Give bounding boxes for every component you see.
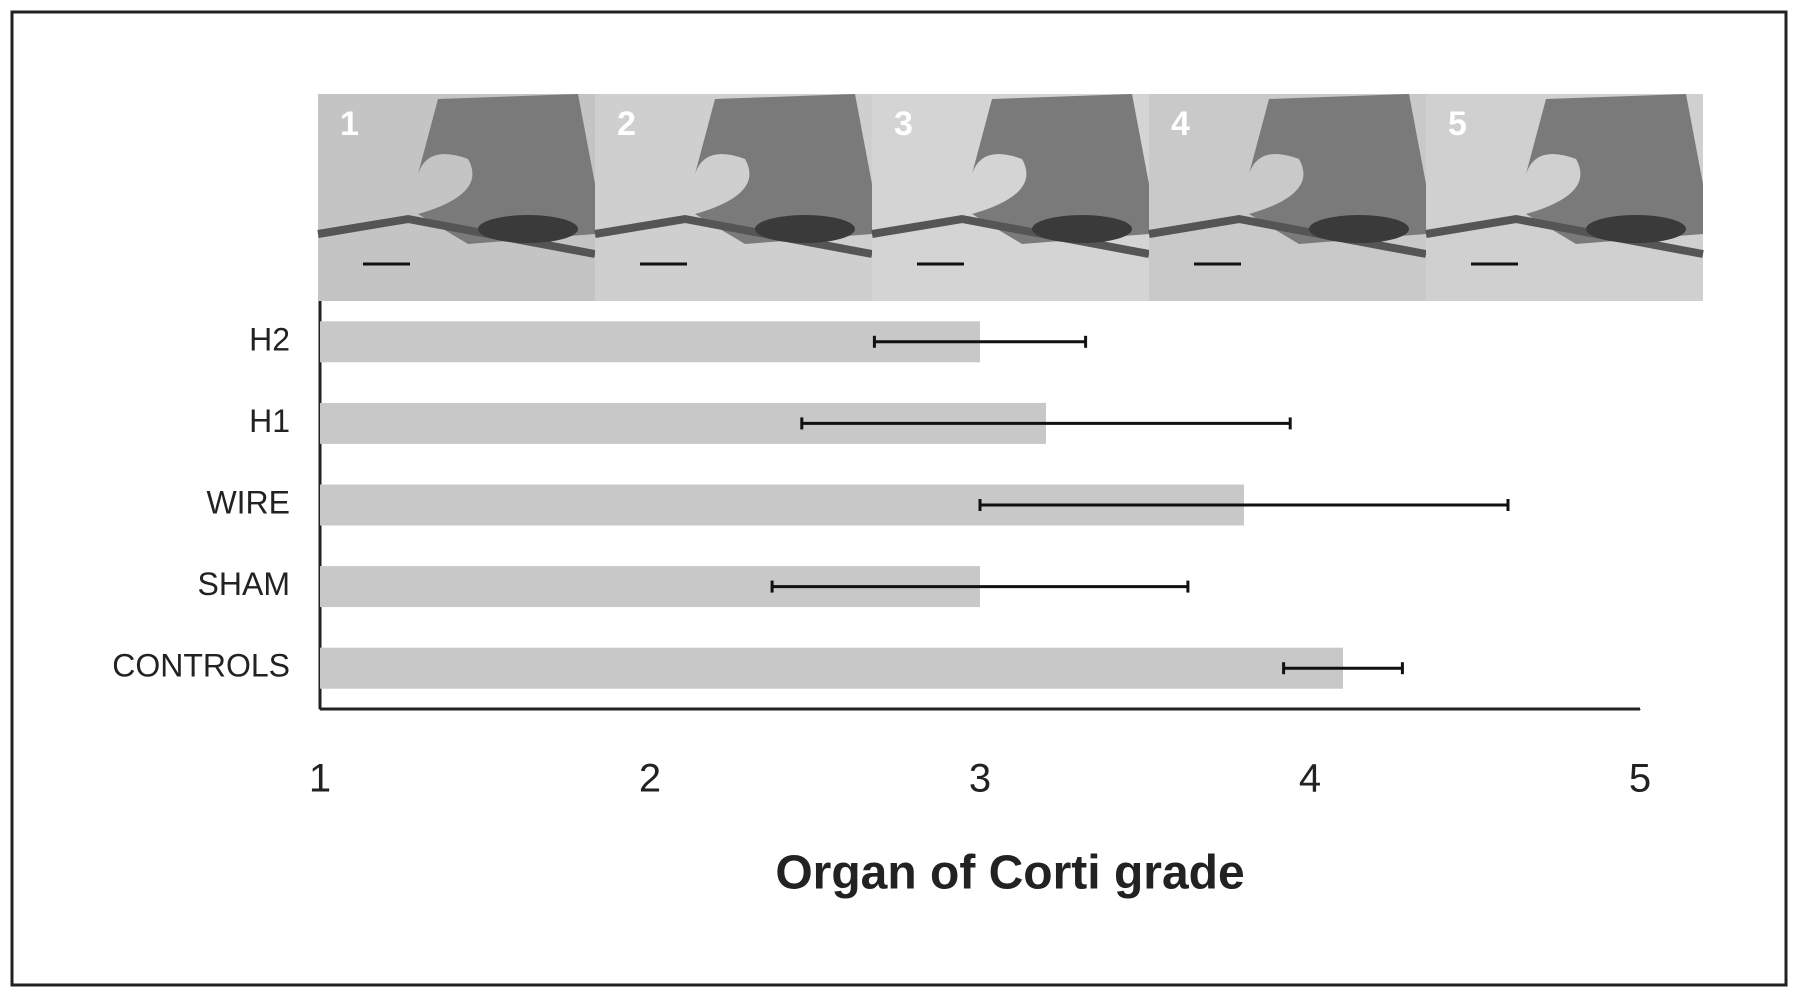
y-tick-label: WIRE bbox=[206, 484, 290, 520]
cells bbox=[1586, 215, 1686, 243]
y-tick-label: H1 bbox=[249, 403, 290, 439]
y-tick-label: SHAM bbox=[198, 566, 290, 602]
error-bar bbox=[1282, 662, 1404, 675]
panel-label: 5 bbox=[1448, 105, 1467, 143]
error-bar bbox=[978, 499, 1510, 511]
cells bbox=[1032, 215, 1132, 243]
tissue bbox=[418, 94, 595, 244]
error-bar bbox=[770, 580, 1190, 593]
x-axis-title: Organ of Corti grade bbox=[775, 847, 1244, 900]
x-tick-label: 1 bbox=[309, 757, 331, 801]
panel-label: 3 bbox=[894, 105, 913, 143]
panel-label: 2 bbox=[617, 105, 636, 143]
bar bbox=[320, 321, 980, 363]
tissue bbox=[972, 94, 1149, 244]
panel-label: 1 bbox=[340, 105, 359, 143]
cells bbox=[755, 215, 855, 243]
tissue bbox=[695, 94, 872, 244]
x-tick-label: 4 bbox=[1299, 757, 1321, 801]
y-tick-label: H2 bbox=[249, 321, 290, 357]
tissue bbox=[1526, 94, 1703, 244]
x-tick-label: 2 bbox=[639, 757, 661, 801]
histology-strip: 1 2 3 4 5 bbox=[317, 94, 1704, 301]
cells bbox=[1309, 215, 1409, 243]
x-tick-label: 3 bbox=[969, 757, 991, 801]
x-tick-label: 5 bbox=[1629, 757, 1651, 801]
bar bbox=[320, 647, 1343, 689]
y-tick-label: CONTROLS bbox=[112, 648, 290, 684]
panel-label: 4 bbox=[1171, 105, 1190, 143]
error-bar bbox=[800, 417, 1292, 430]
error-bar bbox=[872, 335, 1088, 348]
tissue bbox=[1249, 94, 1426, 244]
cells bbox=[478, 215, 578, 243]
